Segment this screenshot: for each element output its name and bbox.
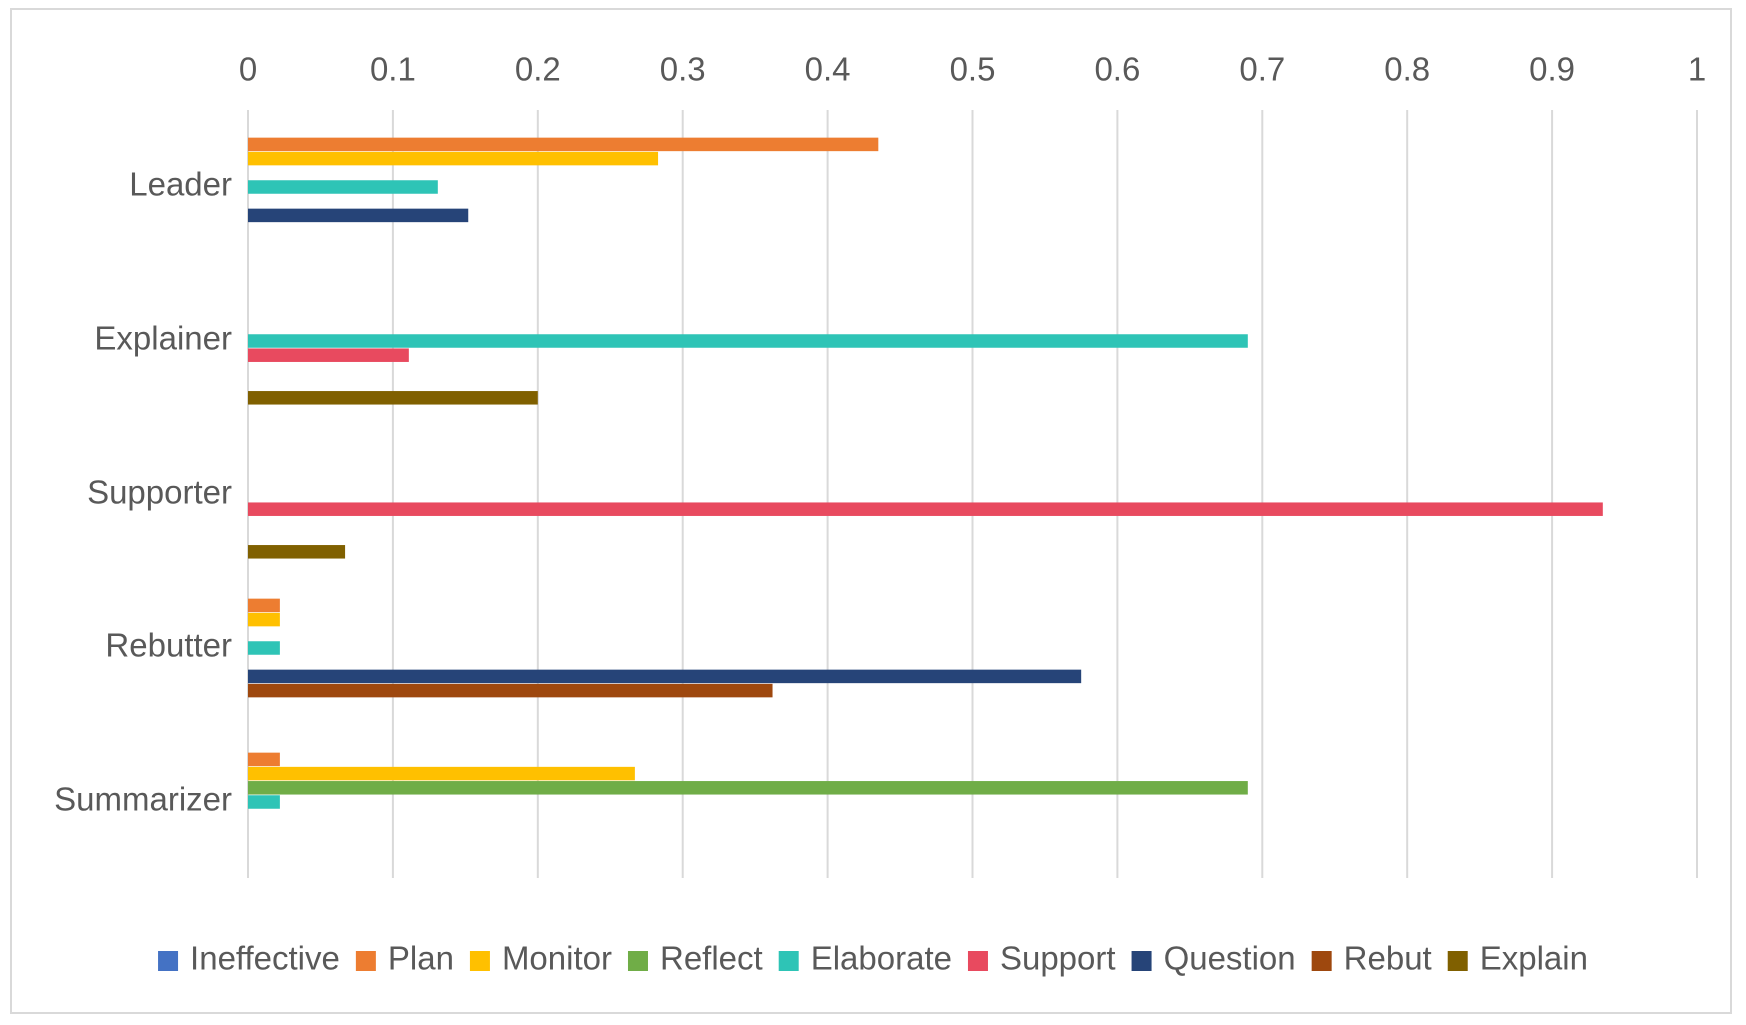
bar-question-rebutter [248, 669, 1082, 684]
bar-elaborate-leader [248, 180, 438, 194]
legend-item: Monitor [469, 940, 612, 977]
legend-item: Ineffective [158, 940, 340, 977]
x-tick-label: 0.1 [370, 51, 416, 88]
legend-item: Reflect [627, 940, 763, 977]
legend-label: Question [1164, 940, 1296, 977]
x-tick-label: 0.9 [1529, 51, 1575, 88]
legend-swatch [627, 951, 648, 971]
legend-label: Rebut [1344, 940, 1432, 977]
bar-explain-supporter [248, 545, 346, 559]
legend-item: Plan [355, 940, 454, 977]
bar-plan-rebutter [248, 598, 280, 613]
legend-label: Plan [388, 940, 454, 977]
x-tick-label: 0.8 [1384, 51, 1430, 88]
legend-label: Reflect [660, 940, 763, 977]
legend-swatch [1311, 951, 1332, 971]
x-tick-label: 0.5 [950, 51, 996, 88]
category-label: Explainer [94, 320, 232, 357]
legend-swatch [1131, 951, 1152, 971]
bar-elaborate-rebutter [248, 641, 280, 655]
legend-item: Question [1131, 940, 1296, 977]
x-tick-label: 0 [239, 51, 257, 88]
chart-area: 0 0.1 0.2 0.3 0.4 0.5 0.6 0.7 0.8 0.9 1 Leader Expl… [10, 8, 1732, 1014]
bar-reflect-summarizer [248, 781, 1248, 795]
legend-label: Explain [1480, 940, 1588, 977]
category-label: Leader [129, 166, 232, 203]
legend-label: Support [1000, 940, 1116, 977]
legend-swatch [1447, 951, 1468, 971]
bar-elaborate-explainer [248, 334, 1248, 348]
bar-question-leader [248, 208, 469, 223]
bar-monitor-summarizer [248, 766, 635, 781]
category-label: Rebutter [105, 627, 232, 664]
x-tick-label: 0.7 [1239, 51, 1285, 88]
bar-plan-summarizer [248, 752, 280, 767]
bars [248, 137, 1603, 809]
bar-explain-explainer [248, 391, 538, 405]
bar-support-explainer [248, 348, 409, 362]
legend: Ineffective Plan Monitor Reflect Elaborate Su… [158, 940, 1588, 977]
legend-label: Elaborate [811, 940, 952, 977]
gridlines [247, 110, 1698, 878]
x-tick-label: 0.4 [805, 51, 851, 88]
legend-swatch [355, 951, 376, 971]
legend-item: Explain [1447, 940, 1588, 977]
category-label: Supporter [87, 474, 232, 511]
legend-label: Ineffective [190, 940, 340, 977]
legend-label: Monitor [502, 940, 612, 977]
legend-item: Elaborate [778, 940, 952, 977]
category-label: Summarizer [54, 781, 232, 818]
x-axis-tick-labels: 0 0.1 0.2 0.3 0.4 0.5 0.6 0.7 0.8 0.9 1 [239, 51, 1706, 88]
x-tick-label: 0.6 [1094, 51, 1140, 88]
x-tick-label: 0.2 [515, 51, 561, 88]
bar-chart: 0 0.1 0.2 0.3 0.4 0.5 0.6 0.7 0.8 0.9 1 Leader Expl… [54, 51, 1706, 977]
category-labels: Leader Explainer Supporter Rebutter Summariz… [54, 166, 232, 818]
bar-monitor-leader [248, 151, 659, 166]
bar-elaborate-summarizer [248, 795, 280, 809]
bar-rebut-rebutter [248, 683, 773, 698]
legend-item: Rebut [1311, 940, 1432, 977]
bar-monitor-rebutter [248, 612, 280, 627]
legend-swatch [469, 951, 490, 971]
x-tick-label: 0.3 [660, 51, 706, 88]
legend-swatch [158, 951, 179, 971]
bar-plan-leader [248, 137, 879, 152]
legend-swatch [778, 951, 799, 971]
bar-support-supporter [248, 502, 1603, 516]
legend-item: Support [967, 940, 1116, 977]
legend-swatch [967, 951, 988, 971]
x-tick-label: 1 [1688, 51, 1706, 88]
